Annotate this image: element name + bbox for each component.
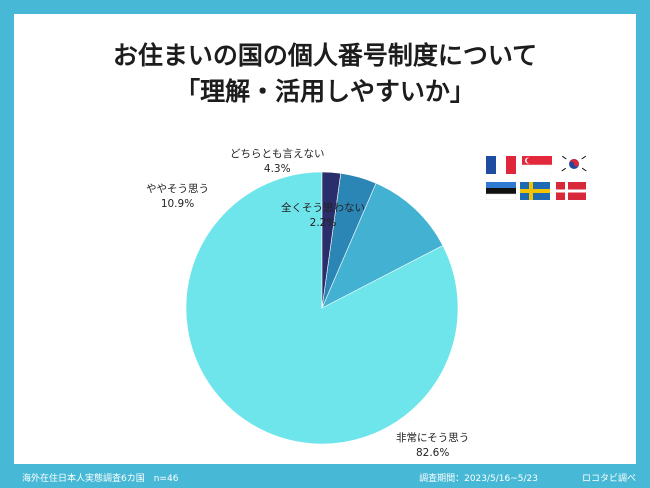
label-neutral: どちらとも言えない 4.3% — [230, 147, 325, 177]
label-somewhat: ややそう思う 10.9% — [146, 182, 209, 212]
label-neutral-value: 4.3% — [263, 163, 291, 175]
source-brand: ロコタビ調べ — [581, 474, 636, 484]
label-somewhat-name: ややそう思う — [146, 183, 209, 195]
label-very-much: 非常にそう思う 82.6% — [396, 431, 469, 461]
estonia-flag — [486, 182, 516, 200]
label-not-at-all: 全くそう思わない 2.2% — [281, 201, 365, 231]
label-very-much-name: 非常にそう思う — [396, 432, 470, 444]
title-line-1: お住まいの国の個人番号制度について — [112, 41, 538, 70]
chart-title: お住まいの国の個人番号制度について 「理解・活用しやすいか」 — [0, 38, 650, 110]
slice-not-at-all — [321, 171, 342, 309]
denmark-flag — [556, 182, 586, 200]
france-flag — [486, 156, 516, 174]
slice-somewhat — [321, 182, 444, 309]
survey-note: 海外在住日本人実態調査6カ国 n=46 — [22, 474, 179, 484]
sweden-flag — [520, 182, 550, 200]
label-not-at-all-name: 全くそう思わない — [281, 202, 365, 214]
label-not-at-all-value: 2.2% — [309, 217, 337, 229]
south-korea-flag — [559, 154, 589, 174]
survey-period: 調査期間：2023/5/16~5/23 — [419, 474, 538, 484]
label-neutral-name: どちらとも言えない — [230, 148, 325, 160]
label-very-much-value: 82.6% — [415, 447, 450, 459]
singapore-flag — [522, 156, 552, 174]
label-somewhat-value: 10.9% — [160, 198, 195, 210]
title-line-2: 「理解・活用しやすいか」 — [175, 77, 475, 106]
